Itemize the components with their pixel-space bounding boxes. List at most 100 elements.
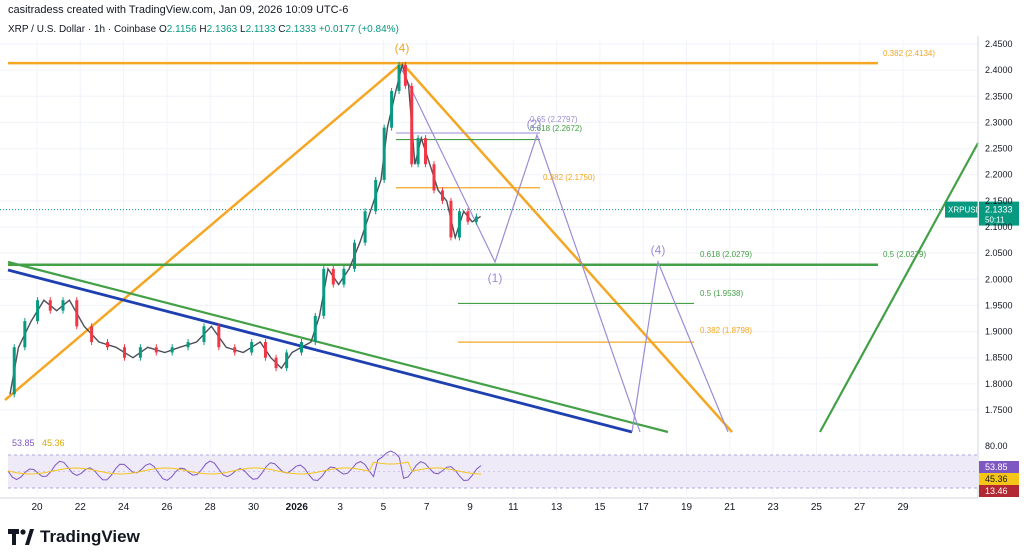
x-tick-label: 27 [854,502,866,513]
candle-body [353,242,356,269]
x-tick-label: 30 [248,502,260,513]
chart-drawings [0,61,979,434]
y-tick-label: 2.0500 [985,248,1013,258]
candle-body [233,347,237,353]
ohlc-low-label: L [240,24,246,35]
candle-body [154,347,158,353]
y-tick-label: 2.4500 [985,39,1013,49]
candle-body [61,300,65,311]
ohlc-close-label: C [278,24,286,35]
blue-descending-trendline [7,268,633,434]
candle-body [416,138,420,165]
rsi-axis-badge-text: 13.46 [985,486,1008,496]
candle-body [170,347,174,353]
candle-body [457,211,461,238]
ohlc-close: 2.1333 [285,24,317,35]
ohlc-change: +0.0177 (+0.84%) [318,24,399,35]
tradingview-wordmark: TradingView [40,527,140,546]
wave-label-4-top: (4) [395,41,410,55]
candle-body [122,347,126,358]
candle-body [382,127,386,180]
wave-projection-path-2 [631,259,729,433]
ohlc-open-label: O [159,24,167,35]
symbol-badge [945,201,978,218]
candle-body [285,352,289,369]
candle-body [186,342,190,348]
candle-body [274,357,278,369]
y-tick-label: 1.9500 [985,300,1013,310]
candle-body [300,342,303,353]
rsi-value: 53.85 [12,438,35,448]
candle-body [449,200,453,238]
candle-body [217,326,221,348]
candle-body [263,342,267,358]
fib-label: 0.5 (2.0279) [883,250,926,259]
x-tick-label: 22 [75,502,87,513]
candle-body [48,300,52,311]
last-price-text: 2.1333 [985,205,1013,215]
y-tick-label: 2.0000 [985,274,1013,284]
y-tick-label: 2.1500 [985,196,1013,206]
rsi-axis-badge-text: 45.36 [985,474,1008,484]
rsi-axis-badge-text: 53.85 [985,462,1008,472]
candle-body [390,91,394,128]
candle-body [424,138,428,165]
wave-label-2: (2) [527,117,542,131]
rsi-axis-badge [979,485,1019,497]
ohlc-low: 2.1133 [245,24,276,35]
x-tick-label: 5 [381,502,387,513]
candle-body [403,64,407,86]
fib-label: 0.382 (1.8798) [700,326,752,335]
y-tick-label: 2.3000 [985,117,1013,127]
fib-label: 0.618 (2.2672) [530,124,582,133]
candle-body [374,179,378,212]
candle-body [342,268,346,285]
chart-axes: 2.4500 2.4000 2.3500 2.3000 2.2500 2.2000 2.15… [0,36,1013,513]
candle-body [90,326,94,343]
x-tick-label: 20 [31,502,43,513]
candle-body [75,300,79,327]
rsi-pane: 53.85 45.36 80.00 53.85 45.36 13.46 [7,438,1019,497]
fib-label: 0.5 (1.9538) [700,289,743,298]
y-tick-label: 1.9000 [985,327,1013,337]
y-tick-label: 1.8000 [985,379,1013,389]
x-tick-label: 19 [681,502,693,513]
fib-label: 0.382 (2.1750) [543,173,595,182]
y-tick-label: 2.2500 [985,144,1013,154]
rsi-ma-line [7,461,482,475]
y-tick-label: 1.8500 [985,353,1013,363]
candle-body [440,190,444,201]
wave-projection-path [401,69,641,433]
chart-grid [0,40,978,494]
orange-trendline-right [401,62,733,433]
y-tick-label: 2.3500 [985,91,1013,101]
y-tick-label: 2.4000 [985,65,1013,75]
orange-trendline-left [4,62,403,401]
candle-body [313,315,317,343]
ohlc-high-label: H [199,24,207,35]
candle-body [202,326,206,343]
x-tick-label: 21 [724,502,736,513]
candle-body [410,85,414,165]
candle-body [106,342,110,348]
tradingview-logo-icon [8,529,34,545]
bar-countdown: 50:11 [985,216,1005,225]
ohlc-high: 2.1363 [206,24,238,35]
candle-body [138,347,142,358]
candle-body [397,64,401,92]
fib-label: 0.65 (2.2797) [530,115,578,124]
ohlc-open: 2.1156 [166,24,197,35]
candle-body [466,211,470,222]
chart-labels: 0.382 (2.4134) 0.65 (2.2797)0.618 (2.2672… [395,41,1019,335]
tradingview-logo[interactable]: TradingView [8,527,140,547]
x-tick-label: 24 [118,502,130,513]
candle-body [36,300,40,322]
x-tick-label: 26 [161,502,173,513]
price-series [9,61,481,398]
symbol-badge-text: XRPUSD [948,206,982,215]
fib-label: 0.382 (2.4134) [883,49,935,58]
y-tick-label: 2.2000 [985,170,1013,180]
green-descending-trendline [7,260,669,434]
x-tick-label: 17 [638,502,650,513]
